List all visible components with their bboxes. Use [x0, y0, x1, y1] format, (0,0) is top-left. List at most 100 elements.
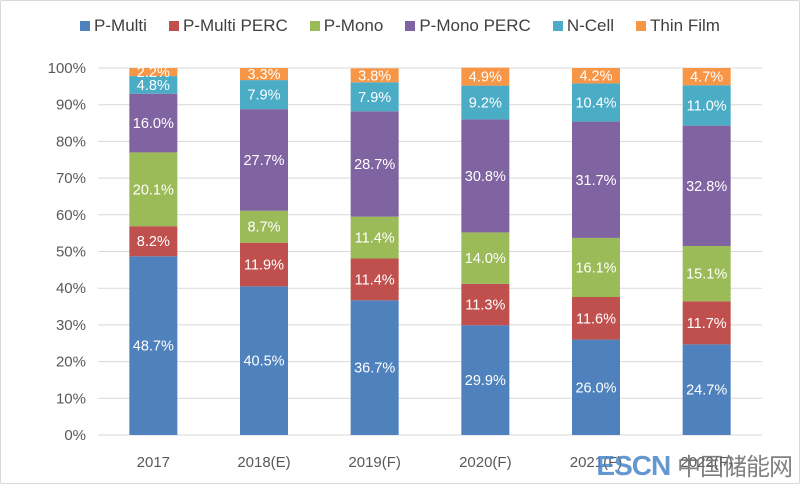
- data-label: 40.5%: [243, 354, 284, 370]
- watermark: ESCN 中国储能网: [596, 447, 793, 482]
- data-label: 7.9%: [358, 90, 391, 106]
- data-label: 16.1%: [575, 260, 616, 276]
- data-label: 11.4%: [355, 272, 395, 288]
- bar-segment-thin-film: [350, 68, 399, 83]
- bar-segment-p-mono: [461, 232, 510, 284]
- bar-segment-n-cell: [461, 85, 510, 120]
- x-category-label: 2018(E): [237, 454, 290, 471]
- y-tick-label: 100%: [48, 60, 86, 77]
- legend-item-n-cell: N-Cell: [552, 16, 615, 36]
- bar-segment-p-mono-perc: [240, 109, 288, 211]
- bar-segment-p-mono: [682, 245, 731, 302]
- bar-segment-p-multi: [572, 339, 620, 435]
- bar-segment-p-multi-perc: [572, 297, 620, 340]
- x-category-label: 2022(F): [680, 454, 733, 471]
- bar-segment-p-multi-perc: [240, 242, 288, 287]
- bar-segment-p-mono: [129, 152, 178, 227]
- bar-segment-p-multi-perc: [461, 283, 510, 326]
- legend-item-p-multi: P-Multi: [80, 16, 147, 36]
- data-label: 14.0%: [465, 251, 506, 267]
- data-label: 32.8%: [686, 179, 727, 195]
- bar-segment-thin-film: [572, 68, 620, 84]
- bar-segment-p-mono-perc: [350, 111, 399, 217]
- data-label: 28.7%: [354, 157, 395, 173]
- data-label: 11.9%: [244, 258, 284, 274]
- data-label: 36.7%: [354, 361, 395, 377]
- y-tick-label: 30%: [56, 317, 86, 334]
- y-tick-label: 90%: [56, 97, 86, 114]
- watermark-cjk: 中国储能网: [677, 454, 793, 481]
- legend-item-p-multi-perc: P-Multi PERC: [168, 16, 288, 36]
- data-label: 4.8%: [137, 78, 170, 94]
- bar-segment-n-cell: [240, 80, 288, 110]
- data-label: 3.3%: [247, 67, 280, 83]
- bar-segment-p-multi: [240, 286, 288, 435]
- bar-segment-p-mono: [240, 210, 288, 243]
- bar-segment-p-mono: [350, 216, 399, 259]
- legend-swatch: [80, 21, 91, 31]
- y-tick-label: 40%: [56, 280, 86, 297]
- data-label: 16.0%: [133, 116, 174, 132]
- legend-swatch: [552, 21, 563, 31]
- y-tick-label: 80%: [56, 133, 86, 150]
- bar-segment-p-mono-perc: [129, 93, 178, 153]
- legend-label: P-Multi PERC: [182, 16, 288, 35]
- bar-segment-n-cell: [129, 76, 178, 94]
- x-category-label: 2020(F): [459, 454, 512, 471]
- data-label: 11.6%: [576, 311, 616, 327]
- y-tick-label: 50%: [56, 244, 86, 261]
- data-label: 8.7%: [247, 220, 280, 236]
- data-label: 11.0%: [687, 98, 727, 114]
- legend-swatch: [405, 21, 416, 31]
- data-label: 24.7%: [686, 383, 727, 399]
- data-label: 11.7%: [687, 316, 727, 332]
- data-label: 7.9%: [247, 88, 280, 104]
- legend-swatch: [636, 21, 647, 31]
- bar-segment-p-multi: [461, 325, 510, 435]
- y-tick-label: 10%: [56, 390, 86, 407]
- y-tick-label: 70%: [56, 170, 86, 187]
- legend-label: P-Mono PERC: [419, 16, 531, 35]
- bar-segment-p-multi: [682, 344, 731, 435]
- legend-item-p-mono: P-Mono: [309, 16, 384, 36]
- bar-segment-thin-film: [240, 68, 288, 81]
- legend-swatch: [309, 21, 320, 31]
- bar-segment-p-multi: [350, 300, 399, 435]
- data-label: 11.4%: [355, 231, 395, 247]
- bar-segment-p-mono-perc: [572, 121, 620, 238]
- data-label: 30.8%: [465, 169, 506, 185]
- data-label: 29.9%: [465, 373, 506, 389]
- data-label: 8.2%: [137, 234, 170, 250]
- data-label: 4.2%: [579, 69, 612, 85]
- legend-label: P-Mono: [323, 16, 384, 35]
- data-label: 11.3%: [465, 298, 505, 314]
- bar-segment-p-mono-perc: [461, 119, 510, 233]
- watermark-latin: ESCN: [596, 450, 671, 481]
- data-label: 20.1%: [133, 182, 174, 198]
- bar-segment-p-multi-perc: [350, 258, 399, 301]
- data-label: 4.7%: [690, 70, 723, 86]
- bar-segment-thin-film: [461, 67, 510, 86]
- y-tick-label: 60%: [56, 207, 86, 224]
- x-category-label: 2021(F): [570, 454, 623, 471]
- data-label: 31.7%: [575, 173, 616, 189]
- data-label: 9.2%: [469, 95, 502, 111]
- bar-segment-n-cell: [572, 83, 620, 122]
- bar-segment-n-cell: [682, 85, 731, 126]
- legend-label: N-Cell: [566, 16, 615, 35]
- legend-item-p-mono-perc: P-Mono PERC: [405, 16, 531, 36]
- y-tick-label: 20%: [56, 354, 86, 371]
- data-label: 48.7%: [133, 339, 174, 355]
- bar-segment-thin-film: [682, 68, 731, 86]
- data-label: 4.9%: [469, 70, 502, 86]
- x-category-label: 2019(F): [348, 454, 401, 471]
- x-category-label: 2017: [137, 454, 170, 471]
- y-tick-label: 0%: [64, 427, 86, 444]
- bar-segment-p-mono: [572, 237, 620, 298]
- data-label: 27.7%: [243, 153, 284, 169]
- data-label: 15.1%: [686, 267, 727, 283]
- legend-item-thin-film: Thin Film: [636, 16, 720, 36]
- legend-swatch: [168, 21, 179, 31]
- bar-segment-n-cell: [350, 82, 399, 112]
